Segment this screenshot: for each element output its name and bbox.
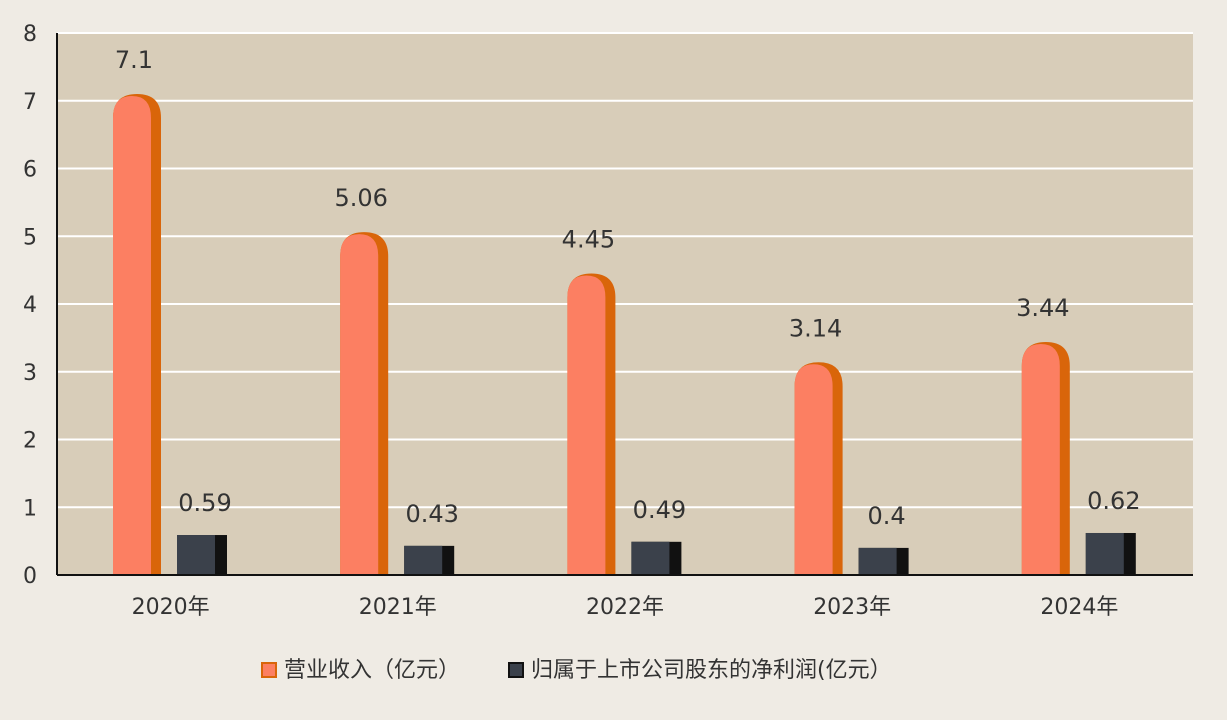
data-label-revenue: 5.06 xyxy=(334,184,387,212)
bar-net-profit xyxy=(858,547,909,575)
y-tick-label: 7 xyxy=(23,90,37,115)
bar-revenue xyxy=(794,362,843,575)
data-label-revenue: 3.44 xyxy=(1016,294,1069,322)
x-category-label: 2021年 xyxy=(359,595,437,620)
legend-swatch-revenue xyxy=(261,662,277,678)
x-category-label: 2020年 xyxy=(132,595,210,620)
bar-revenue xyxy=(113,93,161,575)
legend-swatch-net-profit xyxy=(508,662,524,678)
y-axis-ticks: 0 1 2 3 4 5 6 7 8 xyxy=(23,22,37,589)
bar-revenue xyxy=(567,273,616,575)
y-tick-label: 2 xyxy=(23,429,37,454)
y-tick-label: 6 xyxy=(23,158,37,183)
data-label-net-profit: 0.49 xyxy=(633,496,686,524)
bars xyxy=(113,93,1136,575)
bar-net-profit xyxy=(404,545,455,575)
x-category-label: 2023年 xyxy=(813,595,891,620)
bar-revenue xyxy=(1021,341,1070,575)
legend-label-revenue: 营业收入（亿元） xyxy=(284,658,460,683)
bar-net-profit xyxy=(177,535,227,575)
data-label-net-profit: 0.43 xyxy=(405,500,458,528)
data-label-net-profit: 0.4 xyxy=(868,502,906,530)
x-category-label: 2024年 xyxy=(1040,595,1118,620)
data-label-net-profit: 0.59 xyxy=(178,489,231,517)
y-tick-label: 3 xyxy=(23,361,37,386)
y-tick-label: 4 xyxy=(23,293,37,318)
x-category-label: 2022年 xyxy=(586,595,664,620)
legend-label-net-profit: 归属于上市公司股东的净利润(亿元） xyxy=(531,658,892,683)
y-tick-label: 0 xyxy=(23,564,37,589)
data-labels: 7.1 0.59 5.06 0.43 4.45 0.49 3.14 0.4 3.44 0.62 xyxy=(115,46,1141,530)
bar-net-profit xyxy=(1085,532,1136,575)
bar-revenue xyxy=(340,232,389,575)
x-axis-categories: 2020年 2021年 2022年 2023年 2024年 xyxy=(132,595,1119,620)
data-label-revenue: 7.1 xyxy=(115,46,153,74)
bar-net-profit xyxy=(631,541,682,575)
legend: 营业收入（亿元） 归属于上市公司股东的净利润(亿元） xyxy=(261,658,892,683)
gridlines xyxy=(57,32,1193,509)
y-tick-label: 1 xyxy=(23,496,37,521)
data-label-revenue: 3.14 xyxy=(789,314,842,342)
y-tick-label: 8 xyxy=(23,22,37,47)
y-tick-label: 5 xyxy=(23,225,37,250)
data-label-revenue: 4.45 xyxy=(562,226,615,254)
data-label-net-profit: 0.62 xyxy=(1087,487,1140,515)
